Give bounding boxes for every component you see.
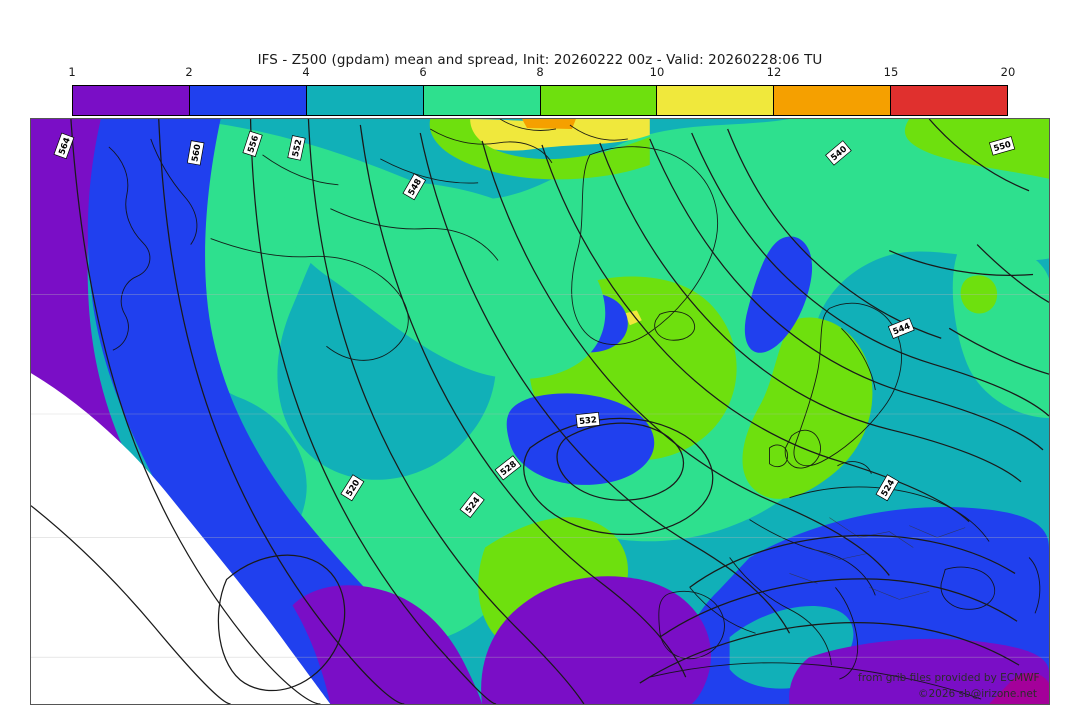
contour-label: 544 [887,317,915,339]
contour-label: 548 [402,173,426,201]
spread-band-1-2-southwest [292,585,483,704]
spread-shading [31,119,1049,704]
contour-label: 560 [186,140,205,166]
graticule [31,294,1049,658]
spread-band-6-8-north [280,181,606,379]
map-canvas[interactable]: 564 560 556 552 548 544 550 540 532 528 524 520 524 [30,118,1050,705]
colorbar-tick-labels: 1 2 4 6 8 10 12 15 20 [68,65,1015,83]
contour-label: 564 [53,132,75,160]
colorbar-band-6-8 [423,86,541,115]
contour-label: 552 [287,135,306,161]
colorbar-band-8-10 [540,86,658,115]
spread-band-1-2-north-africa [789,638,1049,704]
colorbar-tick-20: 20 [1000,65,1016,79]
colorbar-tick-1: 1 [68,65,76,79]
page-title: IFS - Z500 (gpdam) mean and spread, Init… [257,52,823,68]
contour-label: 532 [575,411,601,428]
spread-band-1-2-iberia [481,576,712,704]
svg-text:552: 552 [290,138,303,157]
colorbar-band-10-12 [657,86,775,115]
svg-text:550: 550 [992,139,1012,154]
spread-band-2-4-pacific-edge [87,119,471,704]
svg-text:532: 532 [579,414,598,426]
spread-band-12-15-arctic [522,119,576,129]
colorbar-tick-6: 6 [419,65,427,79]
colorbar-tick-4: 4 [302,65,310,79]
contour-label: 520 [340,474,365,502]
colorbar-band-12-15 [774,86,892,115]
colorbar-band-1-2 [73,86,190,115]
colorbar-tick-2: 2 [185,65,193,79]
colorbar-tick-12: 12 [766,65,782,79]
colorbar-tick-15: 15 [883,65,899,79]
spread-band-10-12-arctic [460,119,650,151]
spread-band-below-1 [31,373,331,704]
copyright-credit: ©2026 sb@irizone.net [918,688,1037,700]
spread-band-2-4-atlantic [506,393,655,485]
coastlines [108,119,1041,700]
colorbar: 1 2 4 6 8 10 12 15 20 [68,65,1015,116]
data-source-credit: from grib files provided by ECMWF [858,672,1040,684]
svg-text:560: 560 [189,143,202,162]
z500-mean-contours [31,119,1049,704]
spread-band-8-10-arctic-margin [429,119,650,180]
colorbar-band-2-4 [189,86,307,115]
spread-band-8-10-east-dot2 [963,282,992,310]
spread-band-magenta-corner [989,672,1049,704]
colorbar-tick-8: 8 [536,65,544,79]
colorbar-bands [72,85,1008,116]
colorbar-band-15-20 [891,86,1007,115]
spread-band-8-10-arctic-margin2 [904,119,1049,179]
colorbar-band-4-6 [306,86,424,115]
contour-label: 550 [989,136,1016,156]
spread-band-10-12-iceland [624,310,642,326]
contour-label: 524 [875,474,900,502]
contour-label: 556 [242,130,263,158]
colorbar-tick-10: 10 [649,65,665,79]
